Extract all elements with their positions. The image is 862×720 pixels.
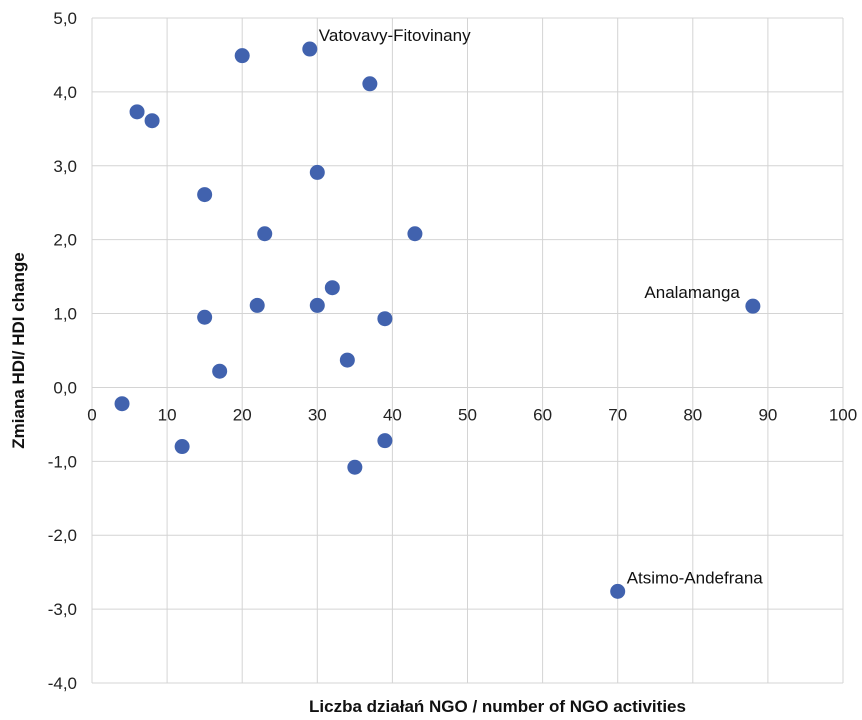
y-tick-label: -4,0	[48, 674, 77, 693]
data-point	[407, 226, 423, 242]
point-annotations: Vatovavy-Fitovinany Analamanga Atsimo-Ande…	[319, 26, 764, 587]
data-point	[129, 104, 145, 120]
data-point	[302, 41, 318, 57]
point-annotation: Analamanga	[644, 283, 740, 302]
x-tick-label: 40	[383, 405, 402, 424]
data-point	[249, 297, 265, 313]
data-point	[362, 76, 378, 92]
y-tick-label: 0,0	[53, 378, 77, 397]
data-point	[144, 113, 160, 129]
data-point	[610, 583, 626, 599]
data-point	[197, 187, 213, 203]
data-point	[745, 298, 761, 314]
data-point	[339, 352, 355, 368]
y-tick-label: -1,0	[48, 452, 77, 471]
point-annotation: Vatovavy-Fitovinany	[319, 26, 471, 45]
y-tick-label: -3,0	[48, 600, 77, 619]
x-tick-label: 30	[308, 405, 327, 424]
data-point	[234, 48, 250, 64]
data-point	[377, 433, 393, 449]
y-tick-labels: 5,0 4,0 3,0 2,0 1,0 0,0 -1,0 -2,0 -3,0 -4,0	[48, 9, 77, 693]
point-annotation: Atsimo-Andefrana	[627, 568, 764, 587]
y-tick-label: 1,0	[53, 305, 77, 324]
data-point	[212, 363, 228, 379]
y-axis-title: Zmiana HDI/ HDI change	[9, 252, 28, 448]
data-point	[324, 280, 340, 296]
data-point	[309, 164, 325, 180]
x-tick-label: 60	[533, 405, 552, 424]
data-point	[174, 439, 190, 455]
data-points	[114, 41, 761, 599]
data-point	[347, 459, 363, 475]
x-tick-label: 80	[683, 405, 702, 424]
data-point	[309, 297, 325, 313]
x-tick-label: 20	[233, 405, 252, 424]
x-tick-label: 0	[87, 405, 96, 424]
grid-lines	[91, 17, 844, 684]
y-tick-label: 3,0	[53, 157, 77, 176]
x-tick-label: 10	[158, 405, 177, 424]
data-point	[197, 309, 213, 325]
y-tick-label: 4,0	[53, 83, 77, 102]
data-point	[377, 311, 393, 327]
data-point	[257, 226, 273, 242]
x-tick-label: 90	[758, 405, 777, 424]
x-tick-label: 70	[608, 405, 627, 424]
x-tick-labels: 0 10 20 30 40 50 60 70 80 90 100	[87, 405, 857, 424]
y-tick-label: -2,0	[48, 526, 77, 545]
data-point	[114, 396, 130, 412]
x-tick-label: 50	[458, 405, 477, 424]
x-tick-label: 100	[829, 405, 857, 424]
y-tick-label: 5,0	[53, 9, 77, 28]
x-axis-title: Liczba działań NGO / number of NGO activ…	[309, 697, 686, 716]
y-tick-label: 2,0	[53, 231, 77, 250]
